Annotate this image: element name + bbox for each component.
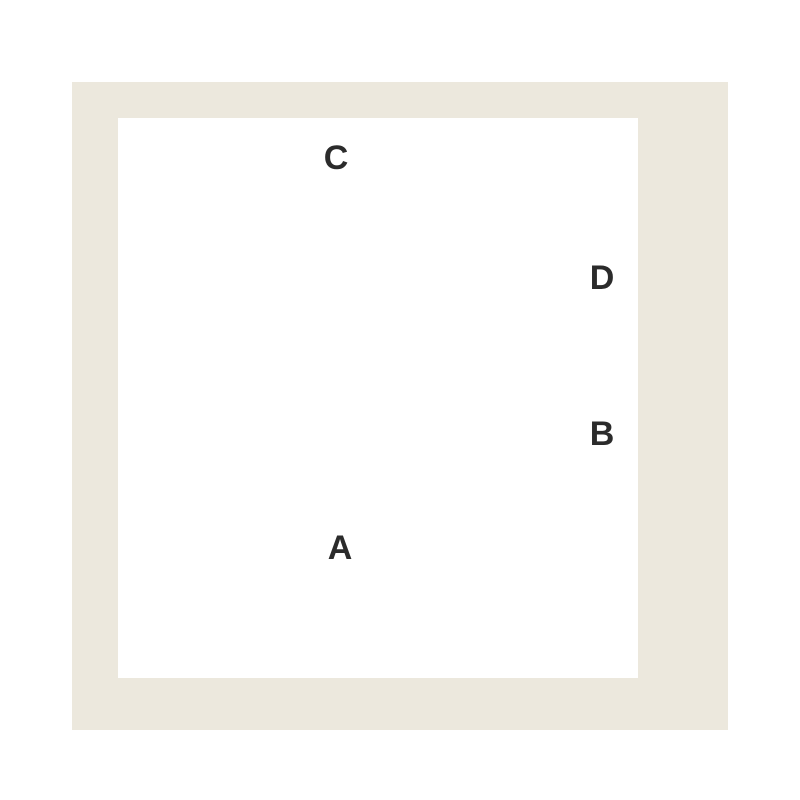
dimension-label-D: D <box>582 259 622 298</box>
dimension-label-B: B <box>582 415 622 454</box>
figure-card <box>118 118 638 678</box>
dimension-label-A: A <box>320 529 360 568</box>
dimension-label-C: C <box>316 139 356 178</box>
